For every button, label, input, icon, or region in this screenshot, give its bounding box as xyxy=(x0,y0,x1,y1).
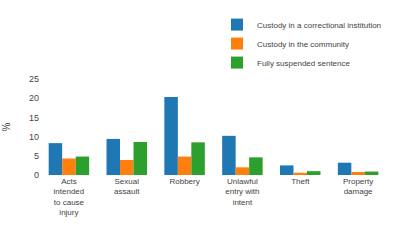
svg-text:0: 0 xyxy=(34,170,39,180)
svg-text:Propertydamage: Propertydamage xyxy=(343,177,373,196)
svg-text:Custody in the community: Custody in the community xyxy=(257,40,349,49)
svg-text:Unlawfulentry withintent: Unlawfulentry withintent xyxy=(225,177,259,207)
svg-text:25: 25 xyxy=(29,74,39,84)
svg-text:Theft: Theft xyxy=(291,177,310,186)
svg-text:20: 20 xyxy=(29,93,39,103)
svg-text:5: 5 xyxy=(34,151,39,161)
svg-text:Robbery: Robbery xyxy=(169,177,199,186)
svg-text:10: 10 xyxy=(29,132,39,142)
svg-text:Fully suspended sentence: Fully suspended sentence xyxy=(257,59,351,68)
svg-text:Sexualassault: Sexualassault xyxy=(114,177,140,196)
svg-text:Custody in a correctional inst: Custody in a correctional institution xyxy=(257,21,381,30)
svg-text:%: % xyxy=(1,122,12,131)
svg-text:15: 15 xyxy=(29,113,39,123)
svg-text:Actsintendedto causeinjury: Actsintendedto causeinjury xyxy=(54,177,85,217)
